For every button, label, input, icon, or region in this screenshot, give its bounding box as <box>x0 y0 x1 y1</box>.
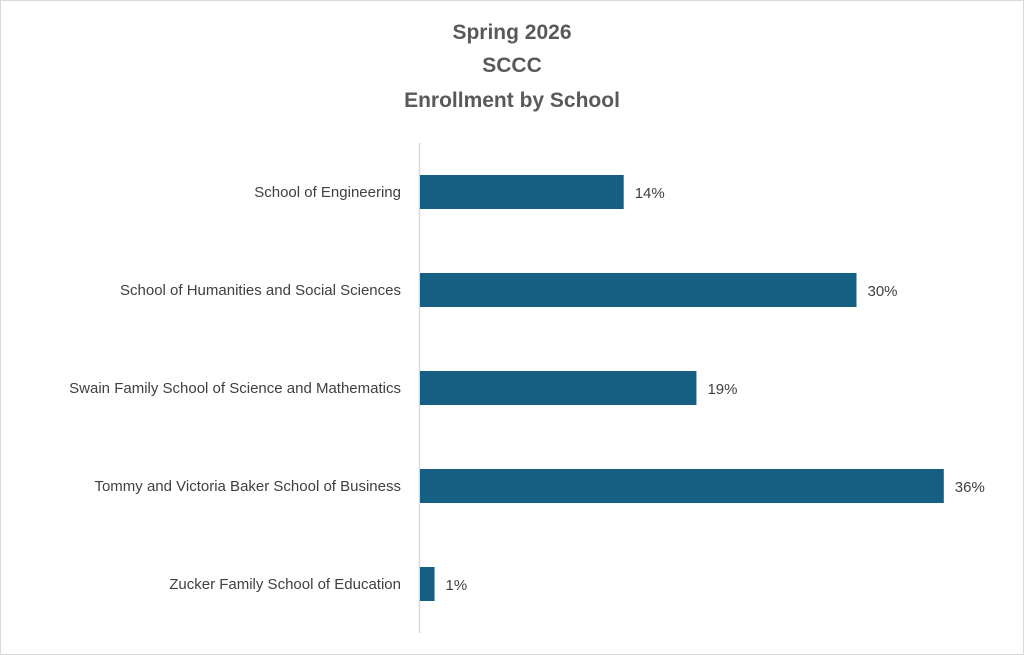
category-label: Zucker Family School of Education <box>169 576 401 593</box>
data-label: 19% <box>707 381 737 398</box>
data-label: 1% <box>446 577 468 594</box>
category-label: Tommy and Victoria Baker School of Busin… <box>94 478 401 495</box>
category-label: School of Engineering <box>254 184 401 201</box>
bar <box>420 371 697 405</box>
category-label: School of Humanities and Social Sciences <box>120 282 401 299</box>
category-label: Swain Family School of Science and Mathe… <box>69 380 401 397</box>
data-label: 14% <box>635 185 665 202</box>
bar <box>420 567 435 601</box>
chart-title-line-3: Enrollment by School <box>404 89 620 112</box>
bar <box>420 469 944 503</box>
chart-title-line-2: SCCC <box>482 54 542 77</box>
data-label: 30% <box>868 283 898 300</box>
chart-title-line-1: Spring 2026 <box>452 21 572 44</box>
data-label: 36% <box>955 479 985 496</box>
bar <box>420 273 857 307</box>
bar <box>420 175 624 209</box>
